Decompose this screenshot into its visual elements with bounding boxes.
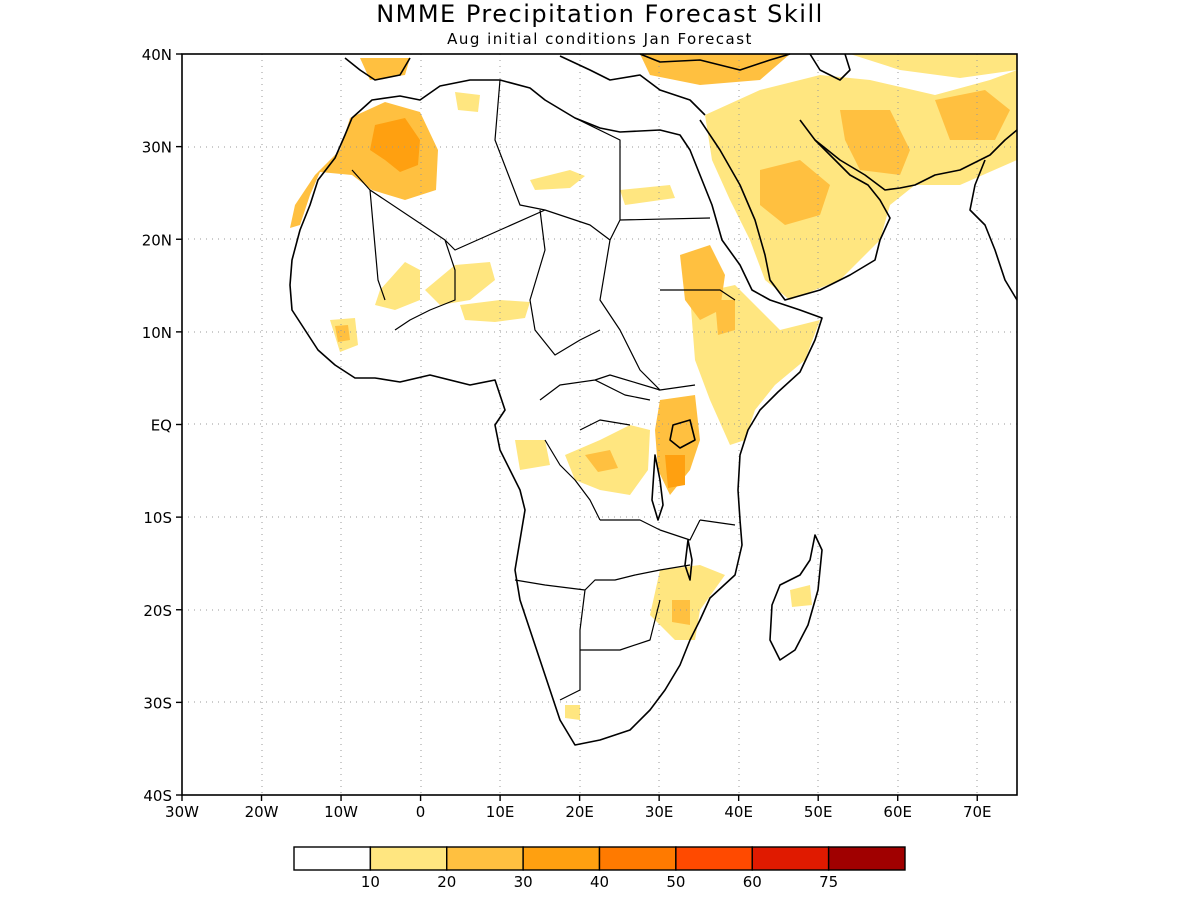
skill-area-sudan-east: [680, 245, 725, 320]
country-borders: [351, 79, 736, 701]
skill-area-congo-core: [585, 450, 618, 472]
lon-tick-label: 30W: [165, 803, 199, 821]
skill-area-arabia: [705, 70, 1017, 300]
map-plot-area: [181, 53, 1018, 796]
lon-tick-label: 30E: [645, 803, 674, 821]
skill-area-mediterranean-north: [360, 58, 410, 80]
skill-area-sahel-central: [425, 262, 495, 305]
skill-area-iran-east: [935, 90, 1010, 140]
skill-area-algeria-east: [455, 92, 480, 112]
coastlines: [289, 53, 1018, 746]
colorbar-swatch: [675, 846, 753, 871]
lat-tick-label: 20S: [143, 602, 172, 620]
skill-area-sahel-west: [375, 262, 420, 310]
caspian-coast: [809, 53, 851, 81]
lon-tick-label: 20E: [565, 803, 594, 821]
lon-tick-label: 60E: [883, 803, 912, 821]
black-sea-coast: [639, 53, 791, 71]
skill-area-arabia-core: [760, 160, 830, 225]
skill-area-guinea-core: [335, 325, 350, 342]
skill-area-madagascar: [790, 585, 812, 607]
skill-area-egypt: [620, 185, 675, 205]
colorbar-label: 75: [819, 873, 838, 891]
colorbar-label: 20: [437, 873, 456, 891]
border-lines: [351, 79, 736, 701]
colorbar-label: 10: [361, 873, 380, 891]
skill-area-tanzania-core: [665, 455, 685, 488]
lon-tick-label: 10E: [486, 803, 515, 821]
colorbar-swatch: [369, 846, 448, 871]
lat-tick-label: 20N: [142, 231, 172, 249]
lat-tick-label: 30S: [143, 694, 172, 712]
skill-area-caspian: [850, 54, 1017, 78]
longitude-ticks: 30W 20W 10W 0 10E 20E 30E 40E 50E 60E 70E: [165, 795, 992, 821]
colorbar-swatch: [598, 846, 677, 871]
skill-area-gabon: [515, 440, 550, 470]
india-coastline: [969, 159, 1018, 301]
lon-tick-label: 20W: [245, 803, 279, 821]
skill-area-ethiopia-core: [715, 300, 735, 335]
skill-area-sahel-east: [460, 300, 530, 322]
skill-area-south-africa: [565, 705, 580, 720]
lat-tick-label: 10N: [142, 324, 172, 342]
lon-tick-label: 40E: [724, 803, 753, 821]
lat-tick-label: 40N: [142, 46, 172, 64]
colorbar-swatch: [293, 846, 372, 871]
colorbar-label: 50: [666, 873, 685, 891]
lake-malawi: [684, 539, 693, 581]
lon-tick-label: 70E: [963, 803, 992, 821]
colorbar-label: 40: [590, 873, 609, 891]
colorbar-swatch: [751, 846, 830, 871]
skill-area-libya: [530, 170, 585, 190]
map-subtitle: Aug initial conditions Jan Forecast: [447, 30, 753, 48]
colorbar-label: 30: [514, 873, 533, 891]
lat-tick-label: EQ: [151, 417, 172, 435]
lake-tanganyika: [651, 454, 664, 521]
lake-victoria: [669, 419, 696, 449]
arabia-coastline: [699, 119, 891, 301]
skill-shading-layer: [290, 54, 1017, 720]
skill-colorbar: 10 20 30 40 50 60 75: [293, 846, 906, 891]
lat-tick-label: 30N: [142, 139, 172, 157]
madagascar-coastline: [769, 534, 823, 661]
colorbar-swatch: [446, 846, 524, 871]
lon-tick-label: 10W: [324, 803, 358, 821]
skill-area-persian-gulf: [840, 110, 910, 175]
skill-area-mozambique-core: [672, 600, 690, 625]
colorbar-swatch: [522, 846, 601, 871]
lon-tick-label: 50E: [804, 803, 833, 821]
lat-tick-label: 10S: [143, 509, 172, 527]
africa-coastline: [289, 79, 823, 746]
lat-tick-label: 40S: [143, 787, 172, 805]
latitude-ticks: 40N 30N 20N 10N EQ 10S 20S 30S 40S: [142, 46, 182, 805]
colorbar-label: 60: [743, 873, 762, 891]
mediterranean-north-coast: [344, 55, 706, 116]
skill-area-nw-africa-core: [370, 118, 420, 172]
lon-tick-label: 0: [416, 803, 426, 821]
colorbar-swatch: [827, 846, 906, 871]
gulf-coastline: [814, 129, 1018, 191]
map-title: NMME Precipitation Forecast Skill: [376, 0, 824, 28]
